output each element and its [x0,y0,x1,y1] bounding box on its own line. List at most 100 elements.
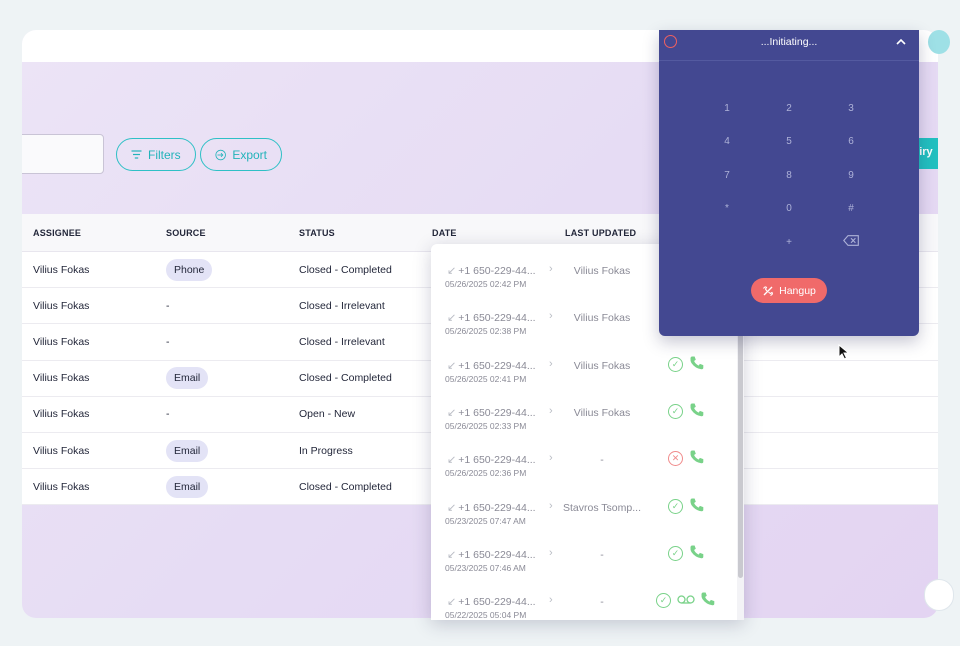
dialpad-key-3[interactable]: 3 [848,103,854,114]
call-agent: Stavros Tsomp... [562,501,641,514]
cell-assignee: Vilius Fokas [33,444,90,457]
source-chip: Email [166,475,209,498]
call-number-text: +1 650-229-44... [458,454,536,467]
x-circle-icon: ✕ [668,451,683,467]
header-source[interactable]: SOURCE [166,227,206,238]
call-number: ↙ +1 650-229-44... [447,595,536,608]
dialpad-key-7[interactable]: 7 [724,170,730,181]
export-label: Export [232,147,267,162]
dialpad-key-hash[interactable]: # [848,203,854,214]
check-circle-icon: ✓ [668,356,683,372]
cell-status: Closed - Irrelevant [299,335,385,348]
cell-assignee: Vilius Fokas [33,372,90,385]
cell-status: Closed - Completed [299,372,392,385]
call-agent: Vilius Fokas [573,359,631,372]
incoming-arrow-icon: ↙ [447,359,457,372]
incoming-arrow-icon: ↙ [447,501,457,514]
phone-icon[interactable] [689,544,705,560]
chevron-right-icon[interactable]: › [549,546,553,559]
chevron-right-icon[interactable]: › [549,594,553,607]
recording-icon [664,35,677,48]
cell-source: - [166,335,170,348]
call-agent: - [600,548,604,561]
chevron-right-icon[interactable]: › [549,263,553,275]
cell-assignee: Vilius Fokas [33,480,90,493]
incoming-arrow-icon: ↙ [447,454,457,467]
filters-button[interactable]: Filters [116,138,196,171]
backspace-icon[interactable] [836,235,866,249]
help-chat-icon[interactable] [924,579,954,611]
incoming-arrow-icon: ↙ [447,265,457,277]
chevron-right-icon[interactable]: › [549,452,553,465]
header-last-updated[interactable]: LAST UPDATED [565,227,637,238]
phone-icon[interactable] [689,449,705,465]
cell-status: Closed - Completed [299,263,392,276]
check-circle-icon: ✓ [668,498,683,514]
call-number: ↙ +1 650-229-44... [447,359,536,372]
check-circle-icon: ✓ [668,403,683,419]
call-agent: Vilius Fokas [573,406,631,419]
hangup-phone-icon [763,285,774,296]
call-log-item[interactable]: ↙ +1 650-229-44... › 05/26/2025 02:36 PM - ✕ [431,441,731,488]
phone-icon[interactable] [700,591,716,607]
source-chip: Email [166,439,209,462]
incoming-arrow-icon: ↙ [447,548,457,561]
chevron-right-icon[interactable]: › [549,499,553,512]
dialpad-key-4[interactable]: 4 [724,136,730,147]
call-log-item[interactable]: ↙ +1 650-229-44... › 05/26/2025 02:33 PM Vil… [431,394,731,441]
cell-assignee: Vilius Fokas [33,299,90,312]
call-date: 05/26/2025 02:38 PM [445,326,527,337]
cell-status: Closed - Irrelevant [299,299,385,312]
avatar[interactable] [928,30,950,54]
call-date: 05/26/2025 02:33 PM [445,420,527,431]
header-date[interactable]: DATE [432,227,457,238]
search-input[interactable] [22,134,104,174]
hangup-button[interactable]: Hangup [751,278,827,303]
call-date: 05/23/2025 07:46 AM [445,562,526,573]
mouse-cursor-icon [838,344,850,360]
dialpad-key-6[interactable]: 6 [848,136,854,147]
call-number-text: +1 650-229-44... [458,406,536,419]
dialpad-key-plus[interactable]: + [786,237,792,248]
dialpad-key-star[interactable]: * [725,203,729,214]
call-log-item[interactable]: ↙ +1 650-229-44... › 05/22/2025 05:04 PM - ✓ [431,583,731,620]
phone-icon[interactable] [689,402,705,418]
call-log-item[interactable]: ↙ +1 650-229-44... › 05/23/2025 07:46 AM - ✓ [431,536,731,583]
call-number: ↙ +1 650-229-44... [447,501,536,514]
call-date: 05/26/2025 02:36 PM [445,468,527,479]
export-button[interactable]: Export [200,138,282,171]
dialpad-key-1[interactable]: 1 [724,103,730,114]
scrollbar-thumb[interactable] [738,248,743,578]
header-assignee[interactable]: ASSIGNEE [33,227,82,238]
call-agent: Vilius Fokas [573,265,631,277]
chevron-right-icon[interactable]: › [549,357,553,370]
dialpad-key-0[interactable]: 0 [786,203,792,214]
phone-icon[interactable] [689,355,705,371]
incoming-arrow-icon: ↙ [447,596,457,609]
chevron-right-icon[interactable]: › [549,310,553,323]
chevron-right-icon[interactable]: › [549,404,553,417]
header-status[interactable]: STATUS [299,227,335,238]
voicemail-icon [677,595,695,604]
dialpad-key-5[interactable]: 5 [786,136,792,147]
call-log-item[interactable]: ↙ +1 650-229-44... › 05/23/2025 07:47 AM Sta… [431,489,731,536]
check-circle-icon: ✓ [668,545,683,561]
dialpad-key-8[interactable]: 8 [786,170,792,181]
call-number-text: +1 650-229-44... [458,548,536,561]
source-chip: Email [166,367,209,390]
dialpad-key-9[interactable]: 9 [848,170,854,181]
call-agent: Vilius Fokas [573,312,631,325]
check-circle-icon: ✓ [656,593,671,609]
source-chip: Phone [166,258,213,281]
call-log-item[interactable]: ↙ +1 650-229-44... › 05/26/2025 02:41 PM Vil… [431,347,731,394]
dialer-title: ...Initiating... [760,36,818,48]
chevron-up-icon[interactable] [896,34,906,48]
cell-status: Closed - Completed [299,480,392,493]
dialpad-key-2[interactable]: 2 [786,103,792,114]
call-date: 05/23/2025 07:47 AM [445,515,526,526]
call-date: 05/22/2025 05:04 PM [445,610,527,620]
call-date: 05/26/2025 02:41 PM [445,373,527,384]
phone-icon[interactable] [689,497,705,513]
call-number-text: +1 650-229-44... [458,359,536,372]
cell-status: Open - New [299,408,356,421]
